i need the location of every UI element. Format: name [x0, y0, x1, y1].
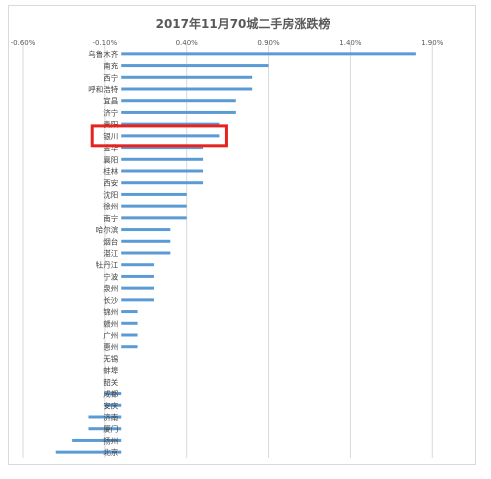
x-tick-label: 0.90%: [257, 39, 280, 47]
chart-frame: 2017年11月70城二手房涨跌榜 -0.60% -0.10% 0.40% 0.90%…: [8, 5, 476, 465]
bar: [121, 321, 138, 325]
bar: [121, 263, 154, 267]
bar: [88, 427, 122, 431]
bar: [121, 204, 187, 208]
category-label: 烟台: [103, 236, 118, 246]
category-label: 赣州: [103, 318, 118, 328]
bar: [121, 75, 253, 79]
bar: [121, 239, 171, 243]
bar: [121, 286, 154, 290]
chart-title: 2017年11月70城二手房涨跌榜: [156, 16, 331, 31]
x-axis-tick-labels: -0.60% -0.10% 0.40% 0.90% 1.40% 1.90%: [11, 39, 444, 47]
category-label: 牡丹江: [96, 260, 119, 270]
bar-chart: 2017年11月70城二手房涨跌榜 -0.60% -0.10% 0.40% 0.90%…: [11, 16, 444, 458]
bar: [121, 52, 416, 56]
bar: [121, 157, 204, 161]
category-label: 扬州: [103, 435, 118, 445]
bar: [121, 251, 171, 255]
highlight-box: [90, 124, 228, 148]
bar: [104, 403, 122, 407]
bar: [121, 274, 154, 278]
bar: [88, 415, 122, 419]
category-label: 贵阳: [103, 119, 118, 129]
category-label: 惠州: [103, 342, 118, 352]
category-label: 西安: [103, 178, 118, 188]
bar: [121, 134, 220, 138]
bar: [121, 216, 187, 220]
category-label: 蚌埠: [103, 365, 118, 375]
bar: [121, 87, 253, 91]
category-label: 呼和浩特: [88, 84, 118, 94]
category-label: 厦门: [103, 425, 118, 434]
category-label: 湛江: [103, 249, 118, 258]
x-tick-label: -0.60%: [11, 39, 36, 47]
category-label: 长沙: [103, 295, 118, 305]
bar: [121, 99, 236, 103]
bar: [121, 64, 269, 68]
x-tick-label: 0.40%: [176, 39, 199, 47]
category-label: 无锡: [103, 354, 118, 363]
category-label: 宜昌: [103, 96, 118, 106]
category-label: 锦州: [103, 307, 118, 317]
category-label: 南宁: [103, 213, 118, 223]
bar: [72, 438, 122, 442]
bar: [121, 146, 204, 150]
category-label: 沈阳: [103, 189, 118, 199]
bar: [121, 228, 171, 232]
category-label: 韶关: [103, 377, 118, 387]
category-label: 襄阳: [103, 154, 118, 164]
category-label: 泉州: [103, 283, 118, 293]
bar: [121, 333, 138, 337]
category-label: 宁波: [103, 271, 118, 281]
bar: [55, 450, 122, 454]
category-label: 金华: [103, 143, 118, 153]
category-label: 成都: [103, 389, 118, 399]
bar: [104, 392, 122, 396]
gridlines: [22, 44, 433, 458]
category-label: 哈尔滨: [96, 225, 119, 235]
bar: [121, 181, 204, 185]
bar: [121, 122, 220, 126]
x-tick-label: -0.10%: [92, 39, 117, 47]
bars: [55, 52, 416, 454]
category-labels: 乌鲁木齐南充西宁呼和浩特宜昌济宁贵阳银川金华襄阳桂林西安沈阳徐州南宁哈尔滨烟台湛…: [88, 49, 118, 457]
category-label: 安庆: [103, 400, 118, 410]
bar: [121, 345, 138, 349]
category-label: 徐州: [103, 201, 118, 211]
category-label: 西宁: [103, 72, 118, 82]
bar: [121, 192, 187, 196]
category-label: 北京: [103, 447, 118, 457]
category-label: 乌鲁木齐: [88, 49, 118, 59]
category-label: 广州: [103, 330, 118, 340]
bar: [121, 298, 154, 302]
category-label: 桂林: [103, 166, 118, 176]
x-tick-label: 1.90%: [421, 39, 444, 47]
bar: [121, 169, 204, 173]
category-label: 济南: [103, 412, 118, 422]
bar: [121, 310, 138, 314]
category-label: 济宁: [103, 107, 118, 117]
x-tick-label: 1.40%: [339, 39, 362, 47]
category-label: 银川: [103, 132, 118, 141]
bar: [121, 110, 236, 114]
category-label: 南充: [103, 61, 118, 71]
